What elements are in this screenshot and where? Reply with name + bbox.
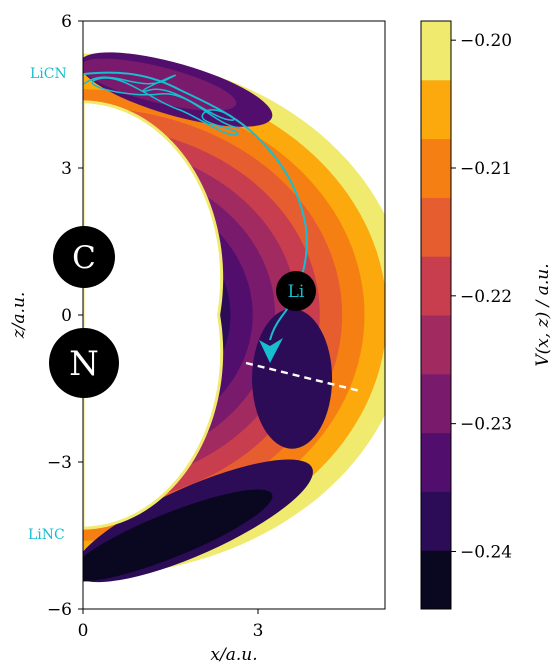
x-tick-label-3: 3 — [253, 621, 264, 641]
dividing-dashed-line — [245, 361, 361, 393]
colorbar-tick-label-2: −0.22 — [460, 287, 512, 307]
colorbar-tick-label-4: −0.24 — [460, 542, 512, 562]
atom-n: N — [49, 328, 119, 398]
colorbar-tick-label-1: −0.21 — [460, 159, 512, 179]
colorbar-band-0 — [421, 550, 451, 610]
trajectory-group — [83, 71, 308, 363]
colorbar-band-9 — [421, 21, 451, 81]
trajectory-tangle — [83, 74, 241, 136]
colorbar-band-5 — [421, 256, 451, 316]
colorbar-tick-label-0: −0.20 — [460, 31, 512, 51]
atom-li-label: Li — [288, 282, 305, 302]
colorbar-band-7 — [421, 138, 451, 198]
colorbar-tick-label-3: −0.23 — [460, 415, 512, 435]
y-axis-label: z/a.u. — [9, 292, 29, 340]
colorbar — [421, 21, 451, 610]
x-axis-label: x/a.u. — [210, 645, 257, 665]
annotation-linc: LiNC — [28, 527, 65, 543]
basin-saddle — [252, 308, 333, 449]
colorbar-frame — [420, 20, 452, 610]
colorbar-band-1 — [421, 491, 451, 551]
colorbar-ticks: −0.20 −0.21 −0.22 −0.23 −0.24 — [451, 31, 512, 562]
contour-bands — [83, 52, 385, 583]
atom-c-label: C — [72, 240, 96, 276]
annotation-licn: LiCN — [30, 66, 67, 82]
y-tick-label-m6: −6 — [47, 600, 72, 620]
basin-linc-inner — [83, 489, 273, 582]
y-tick-label-3: 3 — [61, 159, 72, 179]
colorbar-label: V(x, z) / a.u. — [533, 263, 553, 366]
y-tick-label-6: 6 — [61, 12, 72, 32]
x-tick-label-0: 0 — [78, 621, 89, 641]
colorbar-band-3 — [421, 373, 451, 434]
atom-li: Li — [276, 271, 316, 311]
hollow-region — [83, 100, 224, 530]
trajectory-arrowhead — [259, 338, 283, 363]
colorbar-band-2 — [421, 432, 451, 492]
trajectory-path — [83, 71, 308, 341]
atom-c: C — [53, 226, 115, 288]
contour-band-4 — [83, 101, 298, 529]
colorbar-band-4 — [421, 315, 451, 375]
atom-n-label: N — [69, 344, 99, 384]
y-tick-label-m3: −3 — [47, 453, 72, 473]
colorbar-band-8 — [421, 79, 451, 140]
y-tick-label-0: 0 — [61, 306, 72, 326]
colorbar-band-6 — [421, 197, 451, 257]
